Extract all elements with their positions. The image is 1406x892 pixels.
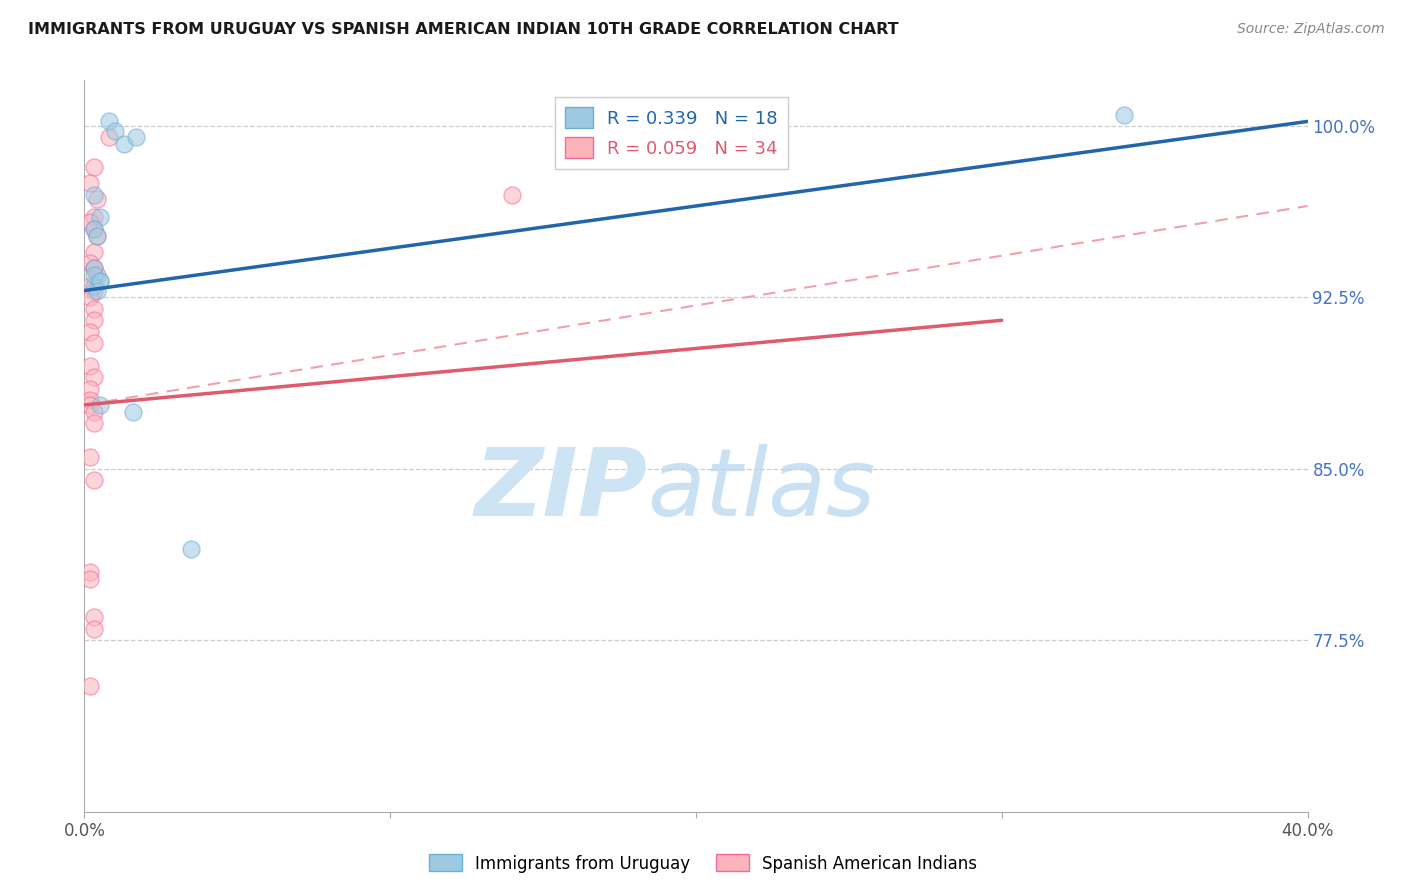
Point (83, 416, 105, 430)
Point (83, 622, 105, 636)
Point (83, 222, 105, 236)
Point (83, 405, 105, 419)
Point (86, 284, 108, 298)
Point (79, 256, 101, 270)
Point (125, 130, 148, 145)
Point (83, 260, 105, 275)
Text: IMMIGRANTS FROM URUGUAY VS SPANISH AMERICAN INDIAN 10TH GRADE CORRELATION CHART: IMMIGRANTS FROM URUGUAY VS SPANISH AMERI… (28, 22, 898, 37)
Text: Source: ZipAtlas.com: Source: ZipAtlas.com (1237, 22, 1385, 37)
Point (86, 192, 108, 206)
Point (83, 260, 105, 275)
Point (83, 222, 105, 236)
Point (83, 284, 105, 298)
Point (79, 176, 101, 190)
Point (83, 473, 105, 487)
Point (97, 114, 120, 128)
Point (83, 279, 105, 293)
Point (83, 313, 105, 327)
Legend: Immigrants from Uruguay, Spanish American Indians: Immigrants from Uruguay, Spanish America… (422, 847, 984, 880)
Point (83, 160, 105, 174)
Text: ZIP: ZIP (474, 444, 647, 536)
Point (79, 393, 101, 408)
Point (83, 610, 105, 624)
Point (112, 137, 135, 152)
Point (79, 290, 101, 304)
Point (79, 382, 101, 396)
Point (79, 565, 101, 579)
Point (122, 405, 145, 419)
Point (1114, 107, 1136, 121)
Point (83, 370, 105, 384)
Point (83, 244, 105, 259)
Point (104, 123, 127, 137)
Point (86, 228, 108, 243)
Point (83, 268, 105, 282)
Point (79, 572, 101, 586)
Point (83, 301, 105, 316)
Point (79, 679, 101, 693)
Point (89, 274, 111, 288)
Point (79, 359, 101, 373)
Point (79, 398, 101, 412)
Point (89, 274, 111, 288)
Point (180, 541, 202, 556)
Point (83, 187, 105, 202)
Point (83, 211, 105, 225)
Text: atlas: atlas (647, 444, 876, 535)
Point (79, 279, 101, 293)
Point (89, 398, 111, 412)
Point (79, 450, 101, 465)
Point (86, 268, 108, 282)
Point (502, 187, 524, 202)
Point (89, 211, 111, 225)
Point (79, 215, 101, 229)
Point (83, 336, 105, 351)
Point (97, 130, 120, 145)
Point (86, 228, 108, 243)
Point (79, 325, 101, 339)
Legend: R = 0.339   N = 18, R = 0.059   N = 34: R = 0.339 N = 18, R = 0.059 N = 34 (554, 96, 789, 169)
